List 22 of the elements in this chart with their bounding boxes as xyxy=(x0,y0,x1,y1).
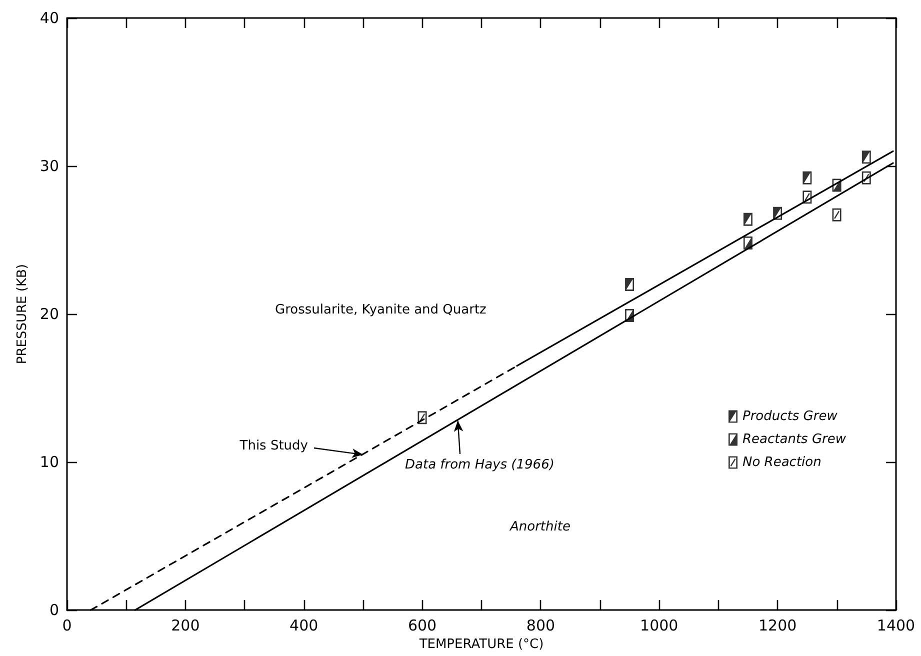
x-tick-label: 600 xyxy=(408,616,437,635)
legend-label: Reactants Grew xyxy=(742,432,846,447)
legend-label: Products Grew xyxy=(742,409,838,424)
y-axis-title: PRESSURE (KB) xyxy=(15,264,30,364)
x-tick-label: 1400 xyxy=(876,616,916,635)
y-tick-label: 10 xyxy=(40,453,59,472)
annotation: Grossularite, Kyanite and Quartz xyxy=(275,302,487,318)
x-axis-title: TEMPERATURE (°C) xyxy=(418,637,544,652)
legend-label: No Reaction xyxy=(742,455,822,470)
annotation: This Study xyxy=(238,438,308,454)
y-tick-label: 20 xyxy=(40,305,59,324)
annotation: Anorthite xyxy=(509,520,570,534)
y-tick-label: 30 xyxy=(40,157,59,176)
x-tick-label: 0 xyxy=(62,616,72,635)
x-tick-label: 200 xyxy=(171,616,200,635)
x-tick-label: 800 xyxy=(526,616,556,635)
y-tick-label: 40 xyxy=(40,9,59,27)
x-tick-label: 400 xyxy=(290,616,318,635)
x-tick-label: 1200 xyxy=(758,616,797,635)
annotation: Data from Hays (1966) xyxy=(405,458,554,472)
x-tick-label: 1000 xyxy=(640,616,678,635)
y-tick-label: 0 xyxy=(49,601,59,620)
